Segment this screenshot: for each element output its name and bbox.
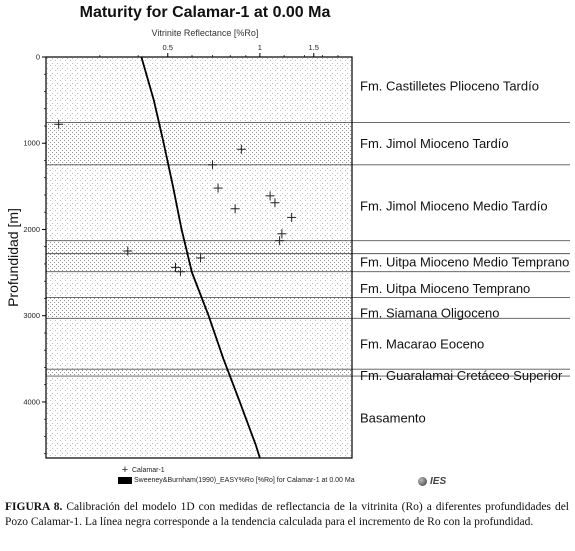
formation-band — [46, 297, 352, 319]
x-tick-label: 1 — [258, 43, 262, 52]
legend: + Calamar-1 Sweeney&Burnham(1990)_EASY%R… — [118, 465, 355, 485]
formation-band — [46, 57, 352, 123]
formation-label: Fm. Jimol Mioceno Tardío — [360, 136, 509, 151]
y-axis-label: Profundidad [m] — [5, 208, 21, 307]
legend-label-calamar: Calamar-1 — [132, 466, 165, 474]
globe-icon — [418, 477, 427, 486]
figure-caption: FIGURA 8. Calibración del modelo 1D con … — [5, 500, 569, 530]
caption-label: FIGURA 8. — [5, 501, 63, 513]
ro-measurement-point — [213, 183, 223, 193]
ro-measurement-point — [277, 229, 287, 239]
ro-measurement-point — [230, 204, 240, 214]
formation-label: Basamento — [360, 410, 426, 425]
ro-measurement-point — [123, 246, 133, 256]
caption-text: Calibración del modelo 1D con medidas de… — [5, 501, 569, 529]
ro-measurement-point — [236, 144, 246, 154]
ro-measurement-point — [275, 236, 285, 246]
ro-measurement-point — [54, 119, 64, 129]
y-tick-label: 3000 — [23, 311, 40, 320]
ro-measurement-point — [207, 160, 217, 170]
x-axis-label: Vitrinite Reflectance [%Ro] — [151, 28, 259, 38]
formation-label: Fm. Uitpa Mioceno Medio Temprano — [360, 254, 569, 269]
logo-text: IES — [430, 476, 447, 487]
plus-marker-icon: + — [121, 464, 129, 476]
formation-label: Fm. Castilletes Plioceno Tardío — [360, 78, 539, 93]
formation-label: Fm. Jimol Mioceno Medio Tardío — [360, 198, 548, 213]
ro-measurement-point — [270, 198, 280, 208]
legend-label-trend: Sweeney&Burnham(1990)_EASY%Ro [%Ro] for … — [134, 476, 355, 484]
formation-label: Fm. Siamana Oligoceno — [360, 305, 499, 320]
ro-measurement-point — [265, 191, 275, 201]
ro-measurement-point — [175, 267, 185, 277]
formation-band — [46, 164, 352, 241]
plot-frame — [45, 56, 353, 459]
formation-band — [46, 376, 352, 458]
formation-label: Fm. Uitpa Mioceno Temprano — [360, 281, 530, 296]
x-tick-label: 1.5 — [309, 43, 319, 52]
y-tick-label: 1000 — [23, 139, 40, 148]
formation-band — [46, 318, 352, 370]
ro-measurement-point — [196, 253, 206, 263]
formation-band — [46, 369, 352, 377]
y-tick-label: 2000 — [23, 225, 40, 234]
formation-band — [46, 240, 352, 272]
y-tick-label: 0 — [36, 53, 40, 62]
x-tick-label: 0.5 — [163, 43, 173, 52]
line-swatch-icon — [118, 476, 132, 484]
formation-band — [46, 122, 352, 165]
formation-band — [46, 271, 352, 298]
ro-measurement-point — [287, 212, 297, 222]
formation-label: Fm. Macarao Eoceno — [360, 336, 484, 351]
ies-logo: IES — [418, 476, 446, 487]
ro-measurement-point — [171, 262, 181, 272]
formation-label: Fm. Guaralamai Cretáceo Superior — [360, 368, 563, 383]
chart-title: Maturity for Calamar-1 at 0.00 Ma — [79, 4, 331, 21]
easy-ro-trend-line — [140, 56, 261, 459]
legend-item-calamar: + Calamar-1 — [118, 464, 355, 476]
y-tick-label: 4000 — [23, 397, 40, 406]
legend-item-trend: Sweeney&Burnham(1990)_EASY%Ro [%Ro] for … — [118, 475, 355, 485]
chart-canvas: 0.5 1 1.5 0 1000 2000 3000 4000 Profundidad [m]… — [5, 43, 570, 459]
